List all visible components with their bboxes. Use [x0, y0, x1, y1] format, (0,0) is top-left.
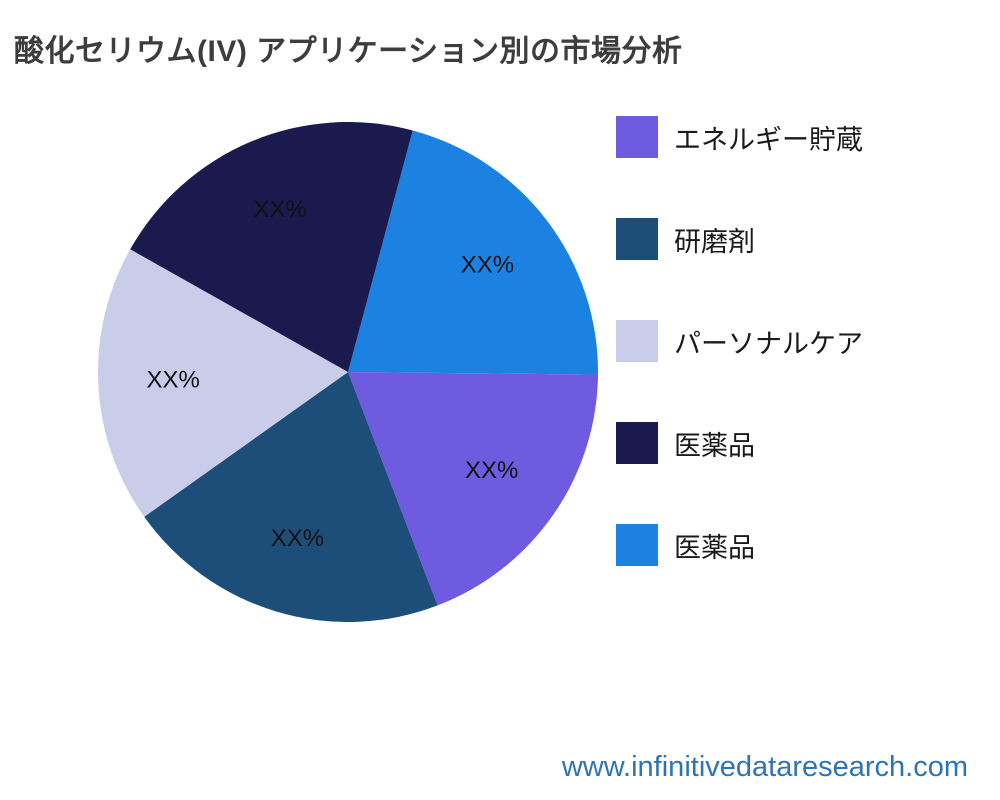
pie-slice-label-1: XX%: [461, 252, 514, 279]
pie-slice-label-5: XX%: [254, 196, 307, 223]
legend-item-1: エネルギー貯蔵: [616, 116, 863, 158]
pie-slice-5: [130, 122, 413, 372]
pie-slice-label-3: XX%: [271, 525, 324, 552]
pie-slice-4: [98, 249, 348, 517]
legend: エネルギー貯蔵 研磨剤 パーソナルケア 医薬品 医薬品: [616, 116, 863, 626]
chart-title: 酸化セリウム(IV) アプリケーション別の市場分析: [14, 35, 683, 68]
legend-label: 医薬品: [674, 430, 755, 461]
legend-label: エネルギー貯蔵: [674, 124, 863, 155]
legend-item-5: 医薬品: [616, 524, 863, 566]
legend-swatch-icon: [616, 422, 658, 464]
pie-chart-svg: XX% XX% XX% XX% XX%: [98, 122, 598, 622]
pie-slice-2: [348, 372, 598, 606]
pie-slice-1: [348, 130, 598, 375]
website-link: www.infinitivedataresearch.com: [561, 751, 968, 783]
pie-chart: XX% XX% XX% XX% XX%: [98, 122, 598, 622]
pie-slice-label-2: XX%: [465, 457, 518, 484]
legend-item-2: 研磨剤: [616, 218, 863, 260]
legend-item-3: パーソナルケア: [616, 320, 863, 362]
legend-swatch-icon: [616, 116, 658, 158]
pie-slice-label-4: XX%: [147, 367, 200, 394]
legend-swatch-icon: [616, 320, 658, 362]
legend-label: パーソナルケア: [674, 328, 863, 359]
legend-label: 医薬品: [674, 532, 755, 563]
legend-swatch-icon: [616, 524, 658, 566]
legend-label: 研磨剤: [674, 226, 755, 257]
legend-swatch-icon: [616, 218, 658, 260]
legend-item-4: 医薬品: [616, 422, 863, 464]
pie-slice-3: [144, 372, 438, 622]
